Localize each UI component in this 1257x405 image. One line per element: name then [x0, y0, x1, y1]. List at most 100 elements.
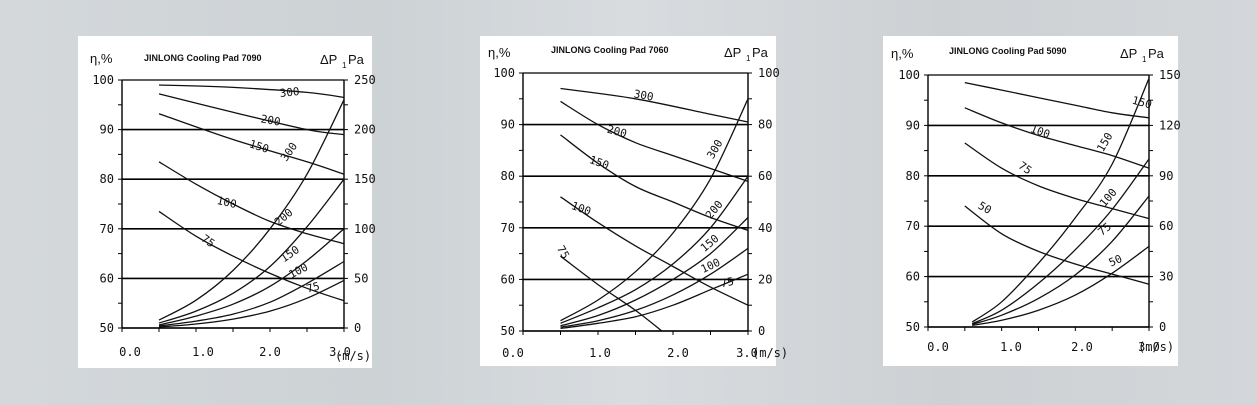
pressure-curve-150: [560, 217, 749, 327]
right-axis-label-sub: 1: [746, 54, 751, 63]
right-axis-label-unit: Pa: [752, 45, 769, 60]
y-left-tick-label: 100: [898, 68, 920, 82]
efficiency-curve-300: [158, 84, 345, 99]
pressure-curve-label: 50: [1107, 252, 1125, 269]
pressure-curve-label: 75: [719, 275, 735, 290]
right-axis-label-main: ΔP: [724, 45, 741, 60]
x-axis-label: (m/s): [752, 346, 788, 360]
y-right-tick-label: 50: [354, 271, 368, 285]
efficiency-curve-100: [158, 161, 345, 245]
y-left-tick-label: 100: [493, 66, 515, 80]
chart-title: JINLONG Cooling Pad 7090: [144, 53, 262, 63]
efficiency-curve-label: 100: [1029, 122, 1052, 141]
x-tick-label: 3.0: [736, 346, 758, 360]
efficiency-curve-label: 50: [976, 199, 994, 217]
efficiency-curve-label: 300: [279, 85, 300, 100]
pressure-curve-label: 200: [703, 198, 726, 222]
x-tick-label: 0.0: [502, 346, 524, 360]
pressure-curve-300: [560, 98, 749, 322]
chart-panel-5090: η,% JINLONG Cooling Pad 5090 ΔP 1 Pa 50 6…: [883, 36, 1181, 366]
efficiency-curve-150: [158, 113, 345, 175]
x-axis-label: (m/s): [335, 349, 371, 363]
pressure-curve-label: 75: [1095, 220, 1114, 238]
efficiency-curve-label: 150: [248, 137, 271, 156]
chart-title: JINLONG Cooling Pad 5090: [949, 46, 1067, 56]
y-left-tick-label: 90: [501, 118, 515, 132]
pressure-curve-200: [158, 178, 345, 324]
y-left-tick-label: 80: [906, 169, 920, 183]
pressure-curve-75: [971, 195, 1150, 326]
plot-area: 50 60 70 80 90 100 0 50 100 150 200 250 0.0 1.0 2.0 3.0…: [92, 73, 375, 359]
pressure-curve-label: 150: [1094, 130, 1115, 154]
x-tick-label: 0.0: [119, 345, 141, 359]
chart-svg-7090: η,% JINLONG Cooling Pad 7090 ΔP 1 Pa 50 6…: [90, 51, 376, 363]
right-axis-label-main: ΔP: [1120, 46, 1137, 61]
chart-svg-5090: η,% JINLONG Cooling Pad 5090 ΔP 1 Pa 50 6…: [891, 46, 1181, 354]
efficiency-curve-label: 150: [588, 153, 611, 172]
pressure-curve-label: 300: [278, 140, 300, 164]
y-right-tick-label: 250: [354, 73, 376, 87]
y-left-tick-label: 80: [501, 169, 515, 183]
x-tick-label: 3.0: [1138, 340, 1160, 354]
pressure-curve-200: [560, 175, 749, 324]
efficiency-curve-150: [560, 134, 749, 232]
pressure-curve-label: 75: [305, 280, 321, 296]
efficiency-curve-label: 200: [260, 112, 282, 128]
pressure-curve-label: 100: [699, 256, 723, 276]
y-left-tick-label: 50: [906, 320, 920, 334]
right-axis-label-sub: 1: [1142, 55, 1147, 64]
chart-title: JINLONG Cooling Pad 7060: [551, 45, 669, 55]
chart-svg-7060: η,% JINLONG Cooling Pad 7060 ΔP 1 Pa 50 6…: [488, 45, 788, 360]
y-right-tick-label: 30: [1159, 270, 1173, 284]
y-left-tick-label: 100: [92, 73, 114, 87]
x-tick-label: 1.0: [1000, 340, 1022, 354]
y-right-tick-label: 100: [354, 222, 376, 236]
efficiency-curve-200: [560, 100, 749, 183]
y-right-tick-label: 0: [1159, 320, 1166, 334]
efficiency-curve-label: 200: [606, 123, 629, 141]
y-right-tick-label: 80: [758, 118, 772, 132]
y-left-tick-label: 70: [501, 221, 515, 235]
right-axis-label-unit: Pa: [1148, 46, 1165, 61]
y-right-tick-label: 0: [758, 324, 765, 338]
y-right-tick-label: 100: [758, 66, 780, 80]
efficiency-curve-label: 150: [1131, 94, 1154, 112]
left-axis-label: η,%: [891, 46, 914, 61]
y-left-tick-label: 50: [501, 324, 515, 338]
y-left-tick-label: 50: [100, 321, 114, 335]
y-left-tick-label: 70: [100, 222, 114, 236]
x-tick-label: 0.0: [927, 340, 949, 354]
right-axis-label: ΔP 1 Pa: [320, 52, 365, 70]
y-right-tick-label: 60: [1159, 219, 1173, 233]
y-left-tick-label: 90: [906, 118, 920, 132]
x-tick-label: 2.0: [1071, 340, 1093, 354]
y-right-tick-label: 20: [758, 272, 772, 286]
right-axis-label-main: ΔP: [320, 52, 337, 67]
right-axis-label-sub: 1: [342, 61, 347, 70]
y-left-tick-label: 70: [906, 219, 920, 233]
efficiency-curve-150: [964, 81, 1150, 119]
x-tick-label: 2.0: [259, 345, 281, 359]
x-tick-label: 1.0: [192, 345, 214, 359]
x-tick-label: 1.0: [589, 346, 611, 360]
right-axis-label: ΔP 1 Pa: [1120, 46, 1165, 64]
x-axis-label: (m/s): [1138, 340, 1174, 354]
pressure-curve-50: [972, 245, 1150, 326]
pressure-curve-150: [158, 228, 345, 326]
efficiency-curve-100: [964, 107, 1150, 169]
plot-area: 50 60 70 80 90 100 0 30 60 90 120 150 0.0 1.0 2.0 3.0 15…: [898, 68, 1180, 354]
x-tick-label: 3.0: [329, 345, 351, 359]
efficiency-curve-label: 300: [633, 87, 655, 103]
efficiency-curve-75: [964, 142, 1150, 220]
y-right-tick-label: 120: [1159, 118, 1181, 132]
pressure-curve-label: 150: [698, 232, 722, 255]
efficiency-curve-label: 75: [554, 243, 572, 261]
efficiency-curve-75: [158, 210, 345, 302]
y-left-tick-label: 90: [100, 123, 114, 137]
efficiency-curve-200: [158, 93, 345, 136]
y-left-tick-label: 60: [906, 270, 920, 284]
plot-area: 50 60 70 80 90 100 0 20 40 60 80 100 0.0 1.0 2.0 3.0 300…: [493, 66, 779, 360]
left-axis-label: η,%: [488, 45, 511, 60]
y-right-tick-label: 90: [1159, 169, 1173, 183]
left-axis-label: η,%: [90, 51, 113, 66]
